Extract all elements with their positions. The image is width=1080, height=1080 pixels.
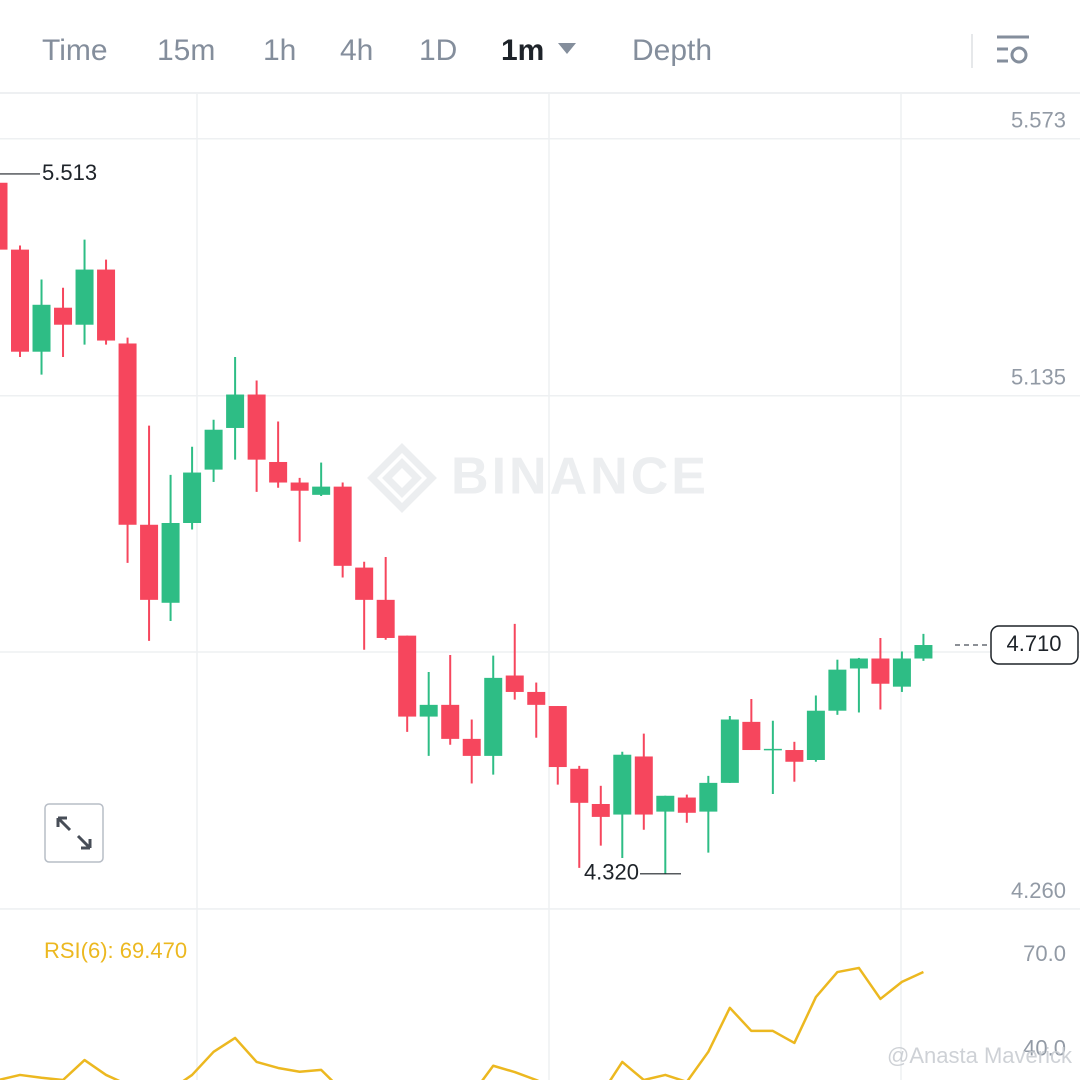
low-label: 4.320 [584, 860, 639, 885]
tab[interactable]: 1m [501, 34, 544, 67]
user-watermark: @Anasta Maverick [887, 1043, 1073, 1068]
rsi-line [0, 966, 924, 1080]
candle-body [570, 768, 589, 803]
candle-body [441, 704, 460, 739]
tab[interactable]: Time [42, 34, 108, 67]
candle-body [376, 599, 395, 638]
candle-body [462, 738, 481, 756]
candle-body [0, 182, 8, 250]
tab[interactable]: 1D [419, 34, 457, 67]
y-tick-label: 70.0 [1023, 941, 1066, 966]
candle-body [591, 803, 610, 817]
candle-body [161, 522, 180, 603]
candle-body [505, 675, 524, 692]
last-price-label: 4.710 [1006, 631, 1061, 656]
candle-body [247, 394, 266, 460]
candle-body [97, 269, 116, 341]
candle-body [871, 658, 890, 684]
candle-body [677, 797, 696, 813]
candle-body [763, 748, 782, 751]
rsi-pane [0, 966, 924, 1080]
high-label: 5.513 [42, 160, 97, 185]
candle-body [806, 710, 825, 760]
candle-body [613, 754, 632, 815]
candle-body [398, 635, 417, 717]
candle-body [527, 691, 546, 705]
candle-body [720, 719, 739, 783]
candle-body [699, 782, 718, 812]
price-pane: BINANCE [0, 138, 1080, 909]
candle-body [742, 721, 761, 751]
candle-body [892, 658, 911, 687]
candle-body [828, 669, 847, 711]
candle-body [656, 795, 675, 812]
watermark-logo [367, 443, 437, 513]
candle-body [183, 472, 202, 523]
candle-body [849, 658, 868, 669]
dropdown-arrow [558, 43, 576, 54]
candle-body [11, 249, 30, 352]
last-price-box [990, 625, 1079, 665]
candle-body [226, 394, 245, 428]
tab[interactable]: 1h [263, 34, 296, 67]
candle-body [355, 567, 374, 600]
y-tick-label: 4.260 [1011, 878, 1066, 903]
candle-body [419, 704, 438, 717]
candle-body [785, 750, 804, 762]
candle-body [333, 486, 352, 566]
candle-body [269, 461, 288, 483]
rsi-title: RSI(6): 69.470 [44, 938, 187, 963]
candle-body [204, 429, 223, 470]
expand-button[interactable] [44, 803, 104, 863]
candle-body [32, 304, 51, 352]
tab-bar: Time 15m 1h 4h 1D 1m Depth [42, 34, 712, 67]
y-tick-label: 5.573 [1011, 108, 1066, 133]
time-grid [196, 93, 902, 1080]
overlay: 5.5735.1354.6984.2605.5134.3204.710RSI(6… [0, 108, 1079, 1068]
candle-body [634, 756, 653, 815]
candle-body [75, 269, 94, 325]
tab[interactable]: Depth [632, 34, 712, 67]
tab[interactable]: 15m [157, 34, 215, 67]
candle-body [914, 645, 933, 659]
candle-body [140, 524, 159, 600]
candle-body [312, 486, 331, 495]
candle-body [118, 343, 137, 525]
tab[interactable]: 4h [340, 34, 373, 67]
y-tick-label: 40.0 [1023, 1036, 1066, 1061]
watermark: BINANCE [451, 448, 709, 506]
y-tick-label: 5.135 [1011, 365, 1066, 390]
candle-body [484, 677, 503, 756]
settings-icon[interactable] [997, 35, 1029, 64]
candle-body [290, 482, 309, 491]
candle-body [548, 706, 567, 768]
candle-body [54, 307, 73, 325]
